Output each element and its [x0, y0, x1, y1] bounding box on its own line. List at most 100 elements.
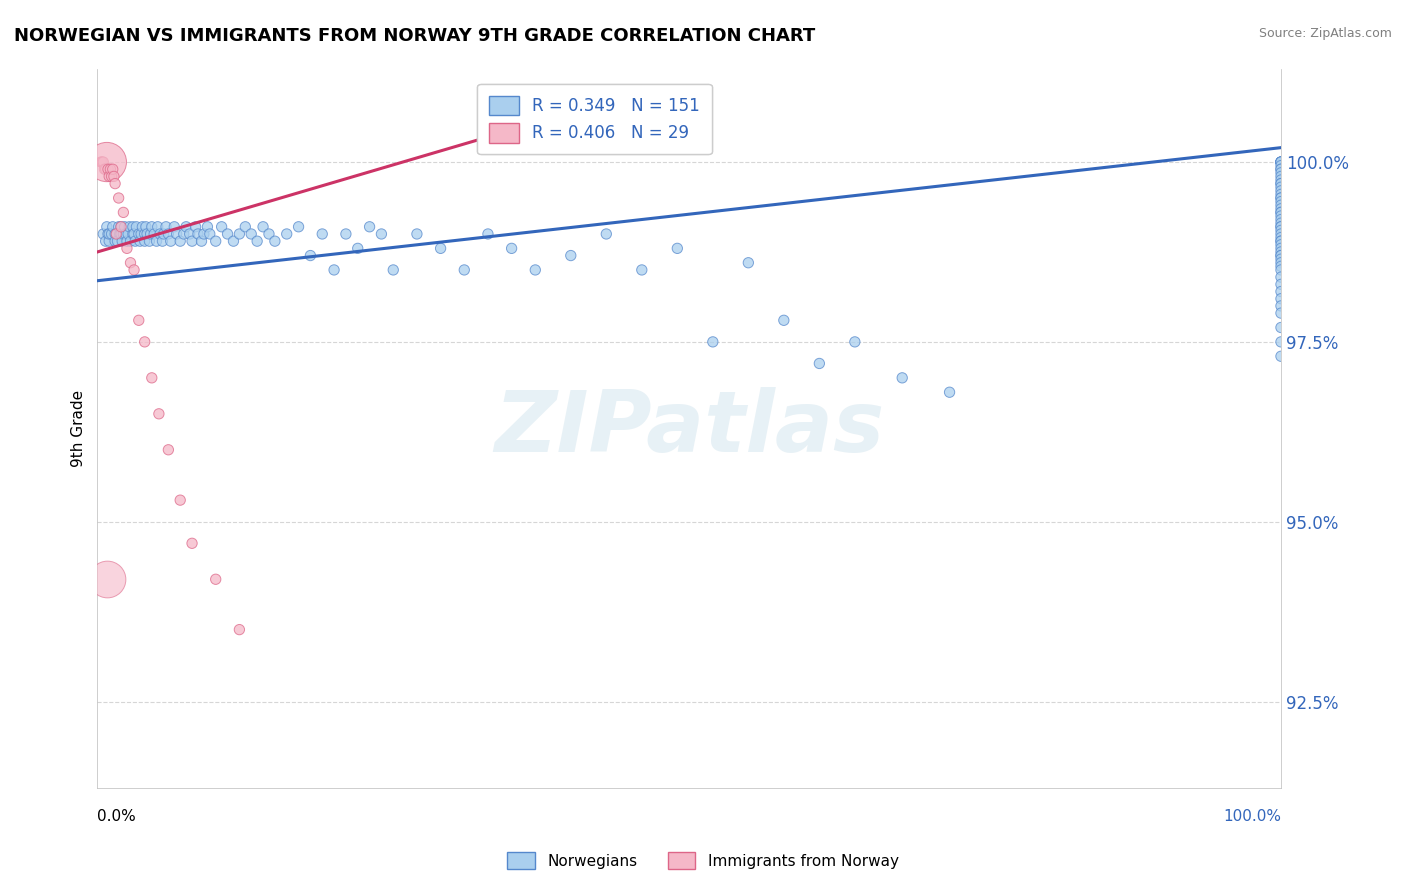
Point	[145, 234, 167, 248]
Point	[157, 442, 180, 457]
Text: ZIPatlas: ZIPatlas	[494, 387, 884, 470]
Point	[1270, 209, 1292, 223]
Point	[129, 234, 152, 248]
Point	[125, 219, 148, 234]
Point	[181, 536, 204, 550]
Point	[136, 227, 159, 241]
Point	[233, 219, 256, 234]
Point	[114, 227, 136, 241]
Point	[96, 572, 118, 586]
Point	[111, 234, 134, 248]
Point	[1270, 162, 1292, 177]
Point	[110, 227, 132, 241]
Point	[112, 205, 135, 219]
Point	[382, 263, 405, 277]
Point	[128, 313, 150, 327]
Point	[128, 227, 150, 241]
Point	[197, 219, 219, 234]
Point	[190, 234, 212, 248]
Point	[179, 227, 201, 241]
Point	[1270, 180, 1292, 194]
Point	[91, 227, 114, 241]
Point	[138, 234, 160, 248]
Point	[1270, 155, 1292, 169]
Point	[1270, 219, 1292, 234]
Point	[257, 227, 280, 241]
Point	[1270, 155, 1292, 169]
Point	[1270, 320, 1292, 334]
Point	[1270, 306, 1292, 320]
Point	[173, 227, 195, 241]
Text: 0.0%: 0.0%	[97, 809, 136, 824]
Point	[276, 227, 298, 241]
Point	[359, 219, 381, 234]
Point	[240, 227, 263, 241]
Point	[1270, 205, 1292, 219]
Point	[98, 227, 121, 241]
Point	[217, 227, 239, 241]
Point	[891, 371, 914, 385]
Point	[105, 227, 128, 241]
Point	[222, 234, 245, 248]
Point	[103, 169, 125, 184]
Legend: R = 0.349   N = 151, R = 0.406   N = 29: R = 0.349 N = 151, R = 0.406 N = 29	[477, 84, 711, 154]
Y-axis label: 9th Grade: 9th Grade	[72, 390, 86, 467]
Point	[1270, 166, 1292, 180]
Point	[1270, 230, 1292, 244]
Point	[97, 227, 120, 241]
Point	[1270, 277, 1292, 292]
Point	[1270, 184, 1292, 198]
Point	[166, 227, 188, 241]
Point	[1270, 191, 1292, 205]
Point	[134, 334, 156, 349]
Point	[97, 162, 120, 177]
Point	[844, 334, 866, 349]
Point	[115, 234, 138, 248]
Point	[1270, 169, 1292, 184]
Point	[105, 227, 128, 241]
Point	[100, 227, 122, 241]
Point	[1270, 162, 1292, 177]
Point	[118, 219, 141, 234]
Point	[311, 227, 333, 241]
Point	[1270, 263, 1292, 277]
Point	[157, 227, 180, 241]
Point	[155, 219, 177, 234]
Point	[1270, 244, 1292, 259]
Point	[228, 227, 250, 241]
Point	[1270, 155, 1292, 169]
Point	[94, 162, 117, 177]
Point	[1270, 270, 1292, 285]
Point	[101, 162, 124, 177]
Point	[96, 219, 118, 234]
Point	[134, 227, 156, 241]
Point	[1270, 292, 1292, 306]
Point	[104, 227, 127, 241]
Point	[120, 234, 142, 248]
Point	[702, 334, 724, 349]
Point	[152, 227, 174, 241]
Point	[148, 407, 170, 421]
Point	[98, 162, 121, 177]
Point	[149, 227, 172, 241]
Point	[772, 313, 794, 327]
Text: Source: ZipAtlas.com: Source: ZipAtlas.com	[1258, 27, 1392, 40]
Point	[346, 241, 368, 255]
Point	[143, 227, 166, 241]
Point	[1270, 248, 1292, 262]
Point	[204, 234, 226, 248]
Point	[808, 356, 831, 370]
Legend: Norwegians, Immigrants from Norway: Norwegians, Immigrants from Norway	[502, 846, 904, 875]
Point	[91, 155, 114, 169]
Point	[1270, 177, 1292, 191]
Text: NORWEGIAN VS IMMIGRANTS FROM NORWAY 9TH GRADE CORRELATION CHART: NORWEGIAN VS IMMIGRANTS FROM NORWAY 9TH …	[14, 27, 815, 45]
Point	[181, 234, 204, 248]
Point	[938, 385, 960, 400]
Point	[335, 227, 357, 241]
Point	[1270, 212, 1292, 227]
Point	[228, 623, 250, 637]
Point	[129, 227, 152, 241]
Point	[96, 155, 118, 169]
Point	[104, 177, 127, 191]
Point	[1270, 155, 1292, 169]
